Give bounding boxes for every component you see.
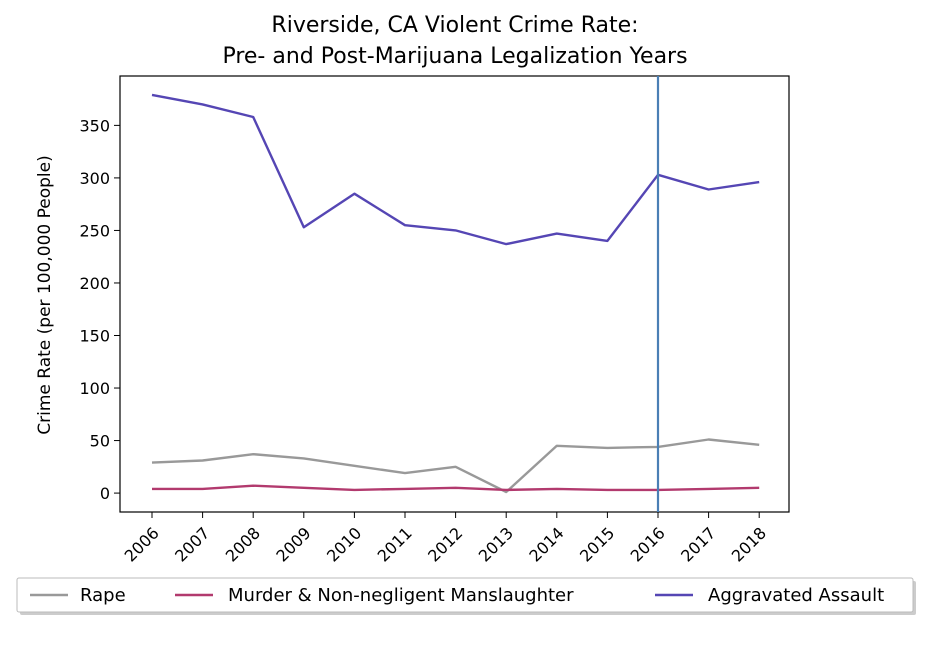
y-tick-label: 300	[79, 169, 110, 188]
x-tick-label: 2008	[222, 523, 264, 565]
x-tick-label: 2015	[576, 523, 618, 565]
x-tick-label: 2009	[272, 523, 314, 565]
series-line-rape	[151, 438, 760, 494]
x-tick-label: 2013	[475, 523, 517, 565]
y-tick-label: 200	[79, 274, 110, 293]
chart-subtitle: Pre- and Post-Marijuana Legalization Yea…	[222, 44, 687, 69]
legend-box	[16, 577, 914, 613]
y-tick-label: 100	[79, 379, 110, 398]
x-tick-label: 2006	[121, 523, 163, 565]
chart-title: Riverside, CA Violent Crime Rate:	[271, 13, 638, 38]
series-line-murder-non-negligent-manslaughter	[152, 484, 760, 492]
legend: Rape Murder & Non-negligent Manslaughter A…	[16, 577, 916, 615]
x-tick-label: 2012	[424, 523, 466, 565]
x-tick-label: 2014	[525, 523, 567, 565]
legend-label: Aggravated Assault	[708, 585, 884, 606]
x-tick-label: 2011	[374, 523, 416, 565]
x-tick-label: 2016	[627, 523, 669, 565]
y-axis-label: Crime Rate (per 100,000 People)	[35, 155, 55, 434]
x-tick-label: 2010	[323, 523, 365, 565]
x-tick-label: 2017	[677, 523, 719, 565]
y-tick-label: 250	[79, 221, 110, 240]
x-tick-label: 2018	[728, 523, 770, 565]
x-tick-label: 2007	[171, 523, 213, 565]
legend-label: Murder & Non-negligent Manslaughter	[228, 585, 574, 606]
legend-label: Rape	[80, 585, 126, 606]
y-tick-label: 350	[79, 116, 110, 135]
y-tick-label: 50	[90, 432, 110, 451]
y-tick-label: 150	[79, 326, 110, 345]
series-line-aggravated-assault	[151, 93, 760, 246]
y-tick-label: 0	[100, 484, 110, 503]
plot-frame	[119, 75, 790, 513]
